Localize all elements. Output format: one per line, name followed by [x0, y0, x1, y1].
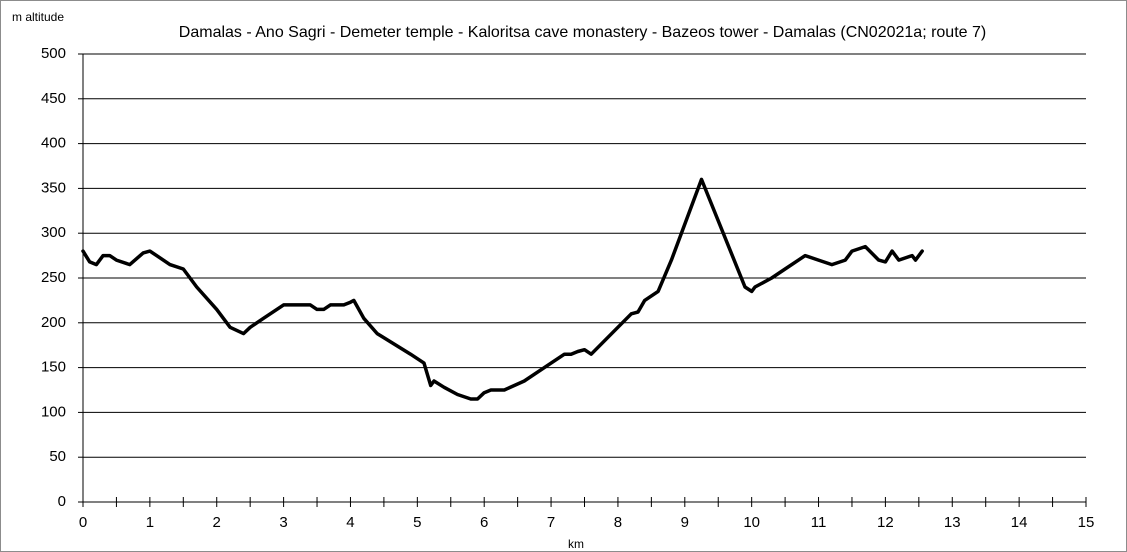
y-axis-label: m altitude [12, 10, 65, 24]
x-tick-label: 1 [146, 514, 154, 531]
y-tick-label: 200 [41, 314, 66, 331]
x-tick-label: 4 [346, 514, 354, 531]
x-tick-label: 10 [743, 514, 760, 531]
y-tick-label: 0 [58, 493, 66, 510]
y-tick-label: 400 [41, 135, 66, 152]
x-axis-label: km [568, 537, 584, 551]
x-tick-label: 13 [944, 514, 961, 531]
x-tick-label: 14 [1011, 514, 1028, 531]
x-tick-label: 0 [79, 514, 87, 531]
y-tick-label: 300 [41, 224, 66, 241]
y-tick-label: 250 [41, 269, 66, 286]
y-tick-label: 500 [41, 45, 66, 62]
altitude-line [81, 177, 924, 401]
x-tick-label: 15 [1078, 514, 1095, 531]
chart-title: Damalas - Ano Sagri - Demeter temple - K… [178, 24, 987, 41]
x-tick-label: 6 [480, 514, 488, 531]
x-tick-label: 12 [877, 514, 894, 531]
y-tick-label: 50 [49, 448, 66, 465]
x-tick-label: 11 [811, 514, 827, 531]
x-tick-label: 2 [213, 514, 221, 531]
x-tick-label: 8 [614, 514, 622, 531]
x-tick-label: 3 [279, 514, 287, 531]
y-tick-label: 450 [41, 90, 66, 107]
x-tick-label: 7 [547, 514, 555, 531]
y-tick-label: 150 [41, 359, 66, 376]
y-tick-label: 100 [41, 403, 66, 420]
x-tick-label: 5 [413, 514, 421, 531]
y-tick-label: 350 [41, 179, 66, 196]
x-tick-label: 9 [681, 514, 689, 531]
